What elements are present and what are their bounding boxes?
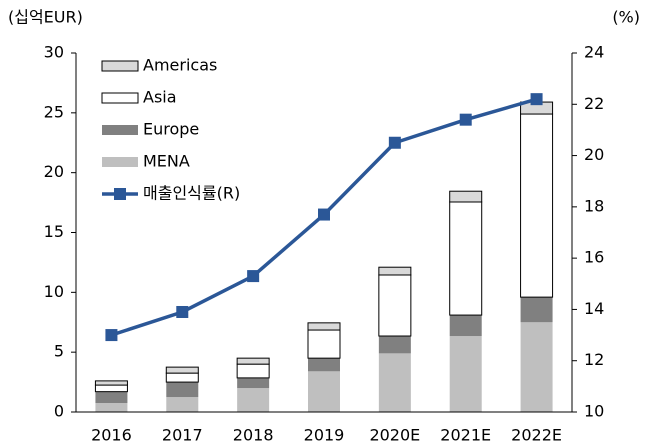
x-tick-label: 2016 [91, 426, 132, 445]
bar-segment [165, 372, 199, 383]
bar-segment [378, 336, 411, 354]
legend-label: Americas [143, 56, 217, 75]
legend-swatch [102, 157, 138, 167]
line-marker [459, 113, 472, 126]
line-marker [247, 270, 260, 283]
y2-tick-label: 10 [584, 402, 604, 421]
bar-segment [378, 266, 412, 276]
bar-segment [95, 391, 128, 404]
y2-tick-label: 14 [584, 299, 604, 318]
bar-segment [94, 380, 128, 386]
line-marker [530, 93, 543, 106]
bar-segment [378, 353, 411, 412]
bar-segment [236, 363, 270, 379]
y2-tick-label: 22 [584, 94, 604, 113]
legend-label: MENA [143, 152, 190, 171]
bar-segment [236, 357, 270, 365]
y-tick-label: 20 [44, 162, 64, 181]
y-tick-label: 25 [44, 102, 64, 121]
x-tick-label: 2021E [440, 426, 491, 445]
y-tick-label: 15 [44, 222, 64, 241]
y2-tick-label: 20 [584, 145, 604, 164]
bar-segment [166, 382, 199, 398]
line-marker [388, 136, 401, 149]
line-marker [318, 208, 330, 221]
line-marker [105, 329, 118, 342]
bar-segment [520, 113, 554, 298]
y2-axis-title: (%) [612, 8, 640, 27]
x-tick-label: 2020E [369, 426, 420, 445]
bar-segment [520, 297, 553, 323]
x-tick-label: 2018 [233, 426, 274, 445]
legend-swatch [101, 92, 139, 104]
bar-segment [237, 388, 270, 412]
y2-tick-label: 24 [584, 43, 604, 62]
bar-segment [378, 274, 412, 337]
x-tick-label: 2017 [162, 426, 203, 445]
bar-segment [308, 358, 340, 372]
bar-segment [165, 366, 199, 374]
x-tick-label: 2019 [304, 426, 345, 445]
y2-tick-label: 12 [584, 350, 604, 369]
y-axis-title: (십억EUR) [8, 8, 83, 27]
y-tick-label: 5 [54, 342, 64, 361]
bar-segment [449, 336, 482, 412]
bar-segment [308, 371, 340, 412]
y-tick-label: 0 [54, 402, 64, 421]
bar-segment [449, 201, 483, 316]
legend-marker [114, 188, 126, 200]
legend-swatch [101, 60, 139, 72]
bar-segment [449, 190, 483, 203]
legend-label: Asia [143, 88, 177, 107]
bar-segment [94, 384, 128, 393]
x-tick-label: 2022E [511, 426, 562, 445]
bar-segment [307, 322, 341, 331]
y2-tick-label: 16 [584, 248, 604, 267]
y2-tick-label: 18 [584, 196, 604, 215]
legend-label: 매출인식률(R) [143, 184, 240, 203]
legend-label: Europe [143, 120, 199, 139]
line-marker [176, 305, 189, 318]
y-tick-label: 30 [44, 43, 64, 62]
y-tick-label: 10 [44, 282, 64, 301]
legend-swatch [102, 125, 138, 135]
bar-segment [307, 329, 341, 359]
bar-segment [95, 403, 128, 412]
bar-segment [449, 315, 482, 337]
bar-segment [520, 322, 553, 412]
bar-segment [166, 397, 199, 412]
bar-segment [237, 377, 270, 389]
